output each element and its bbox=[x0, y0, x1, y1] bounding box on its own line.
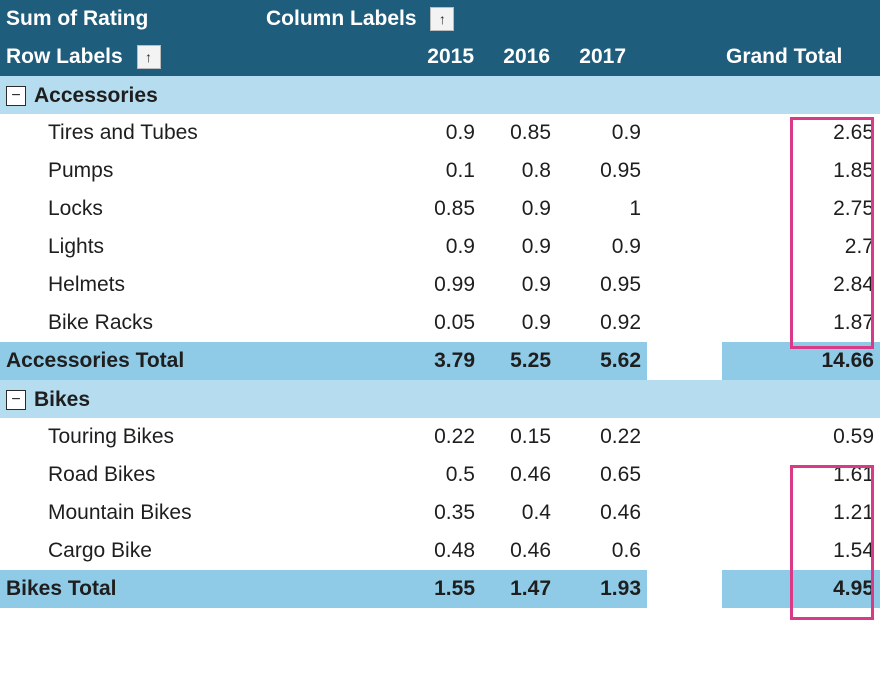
cell-grand-total[interactable]: 0.59 bbox=[722, 418, 880, 456]
minus-icon: − bbox=[11, 88, 20, 104]
collapse-button[interactable]: − bbox=[6, 390, 26, 410]
cell-value[interactable]: 0.92 bbox=[557, 304, 647, 342]
collapse-button[interactable]: − bbox=[6, 86, 26, 106]
group-total-value[interactable]: 5.62 bbox=[557, 342, 647, 380]
cell-value[interactable]: 0.65 bbox=[557, 456, 647, 494]
group-header-accessories: − Accessories bbox=[0, 76, 880, 114]
header-blank bbox=[480, 0, 556, 38]
cell-value[interactable]: 1 bbox=[557, 190, 647, 228]
header-blank bbox=[722, 0, 880, 38]
sort-asc-icon: ↑ bbox=[145, 50, 152, 64]
table-row: Locks 0.85 0.9 1 2.75 bbox=[0, 190, 880, 228]
table-row: Cargo Bike 0.48 0.46 0.6 1.54 bbox=[0, 532, 880, 570]
pivot-table-wrap: Sum of Rating Column Labels ↑ Row Labels… bbox=[0, 0, 880, 608]
cell-grand-total[interactable]: 1.54 bbox=[722, 532, 880, 570]
cell-value[interactable]: 0.46 bbox=[557, 494, 647, 532]
table-row: Mountain Bikes 0.35 0.4 0.46 1.21 bbox=[0, 494, 880, 532]
group-total-grand[interactable]: 4.95 bbox=[722, 570, 880, 608]
group-total-value[interactable]: 1.93 bbox=[557, 570, 647, 608]
group-total-value[interactable]: 5.25 bbox=[481, 342, 557, 380]
cell-value[interactable]: 0.05 bbox=[405, 304, 481, 342]
table-row: Touring Bikes 0.22 0.15 0.22 0.59 bbox=[0, 418, 880, 456]
group-total-accessories: Accessories Total 3.79 5.25 5.62 14.66 bbox=[0, 342, 880, 380]
year-header-2017[interactable]: 2017 bbox=[556, 38, 632, 76]
cell-value[interactable]: 0.35 bbox=[405, 494, 481, 532]
group-name: Accessories bbox=[34, 84, 158, 108]
header-blank bbox=[632, 38, 722, 76]
group-total-value[interactable]: 3.79 bbox=[405, 342, 481, 380]
table-row: Tires and Tubes 0.9 0.85 0.9 2.65 bbox=[0, 114, 880, 152]
cell-value[interactable]: 0.1 bbox=[405, 152, 481, 190]
column-labels-text: Column Labels bbox=[266, 7, 417, 30]
cell-value[interactable]: 0.46 bbox=[481, 532, 557, 570]
cell-value[interactable]: 0.6 bbox=[557, 532, 647, 570]
cell-value[interactable]: 0.48 bbox=[405, 532, 481, 570]
cell-grand-total[interactable]: 2.65 bbox=[722, 114, 880, 152]
cell-value[interactable]: 0.15 bbox=[481, 418, 557, 456]
header-row-2: Row Labels ↑ 2015 2016 2017 Grand Total bbox=[0, 38, 880, 76]
cell-value[interactable]: 0.95 bbox=[557, 266, 647, 304]
cell-value[interactable]: 0.85 bbox=[481, 114, 557, 152]
column-labels-cell: Column Labels ↑ bbox=[260, 0, 480, 38]
cell-value[interactable]: 0.22 bbox=[557, 418, 647, 456]
cell-value[interactable]: 0.95 bbox=[557, 152, 647, 190]
row-labels-cell: Row Labels ↑ bbox=[0, 38, 260, 76]
table-row: Pumps 0.1 0.8 0.95 1.85 bbox=[0, 152, 880, 190]
cell-grand-total[interactable]: 1.85 bbox=[722, 152, 880, 190]
table-row: Bike Racks 0.05 0.9 0.92 1.87 bbox=[0, 304, 880, 342]
sum-of-rating-label: Sum of Rating bbox=[0, 0, 260, 38]
cell-grand-total[interactable]: 2.75 bbox=[722, 190, 880, 228]
row-labels-text: Row Labels bbox=[6, 45, 123, 68]
header-blank bbox=[632, 0, 722, 38]
cell-value[interactable]: 0.8 bbox=[481, 152, 557, 190]
header-row-1: Sum of Rating Column Labels ↑ bbox=[0, 0, 880, 38]
cell-value[interactable]: 0.9 bbox=[557, 228, 647, 266]
grand-total-header[interactable]: Grand Total bbox=[722, 38, 880, 76]
cell-value[interactable]: 0.99 bbox=[405, 266, 481, 304]
cell-value[interactable]: 0.9 bbox=[405, 114, 481, 152]
column-labels-sort-button[interactable]: ↑ bbox=[430, 7, 454, 31]
minus-icon: − bbox=[11, 392, 20, 408]
cell-grand-total[interactable]: 2.84 bbox=[722, 266, 880, 304]
pivot-table: Sum of Rating Column Labels ↑ Row Labels… bbox=[0, 0, 880, 608]
table-row: Road Bikes 0.5 0.46 0.65 1.61 bbox=[0, 456, 880, 494]
sort-asc-icon: ↑ bbox=[439, 12, 446, 26]
group-header-bikes: − Bikes bbox=[0, 380, 880, 418]
cell-value[interactable]: 0.4 bbox=[481, 494, 557, 532]
cell-value[interactable]: 0.9 bbox=[481, 304, 557, 342]
table-row: Helmets 0.99 0.9 0.95 2.84 bbox=[0, 266, 880, 304]
table-row: Lights 0.9 0.9 0.9 2.7 bbox=[0, 228, 880, 266]
cell-value[interactable]: 0.9 bbox=[481, 266, 557, 304]
group-header-cell[interactable]: − Accessories bbox=[0, 76, 880, 114]
group-header-cell[interactable]: − Bikes bbox=[0, 380, 880, 418]
group-total-value[interactable]: 1.55 bbox=[405, 570, 481, 608]
cell-value[interactable]: 0.9 bbox=[557, 114, 647, 152]
cell-grand-total[interactable]: 1.61 bbox=[722, 456, 880, 494]
group-name: Bikes bbox=[34, 388, 90, 412]
cell-value[interactable]: 0.85 bbox=[405, 190, 481, 228]
year-header-2016[interactable]: 2016 bbox=[480, 38, 556, 76]
cell-grand-total[interactable]: 1.21 bbox=[722, 494, 880, 532]
row-labels-sort-button[interactable]: ↑ bbox=[137, 45, 161, 69]
cell-value[interactable]: 0.5 bbox=[405, 456, 481, 494]
cell-grand-total[interactable]: 1.87 bbox=[722, 304, 880, 342]
header-blank bbox=[556, 0, 632, 38]
cell-value[interactable]: 0.9 bbox=[405, 228, 481, 266]
cell-value[interactable]: 0.22 bbox=[405, 418, 481, 456]
cell-grand-total[interactable]: 2.7 bbox=[722, 228, 880, 266]
year-header-2015[interactable]: 2015 bbox=[260, 38, 480, 76]
cell-value[interactable]: 0.46 bbox=[481, 456, 557, 494]
group-total-value[interactable]: 1.47 bbox=[481, 570, 557, 608]
cell-value[interactable]: 0.9 bbox=[481, 190, 557, 228]
group-total-grand[interactable]: 14.66 bbox=[722, 342, 880, 380]
cell-value[interactable]: 0.9 bbox=[481, 228, 557, 266]
group-total-bikes: Bikes Total 1.55 1.47 1.93 4.95 bbox=[0, 570, 880, 608]
